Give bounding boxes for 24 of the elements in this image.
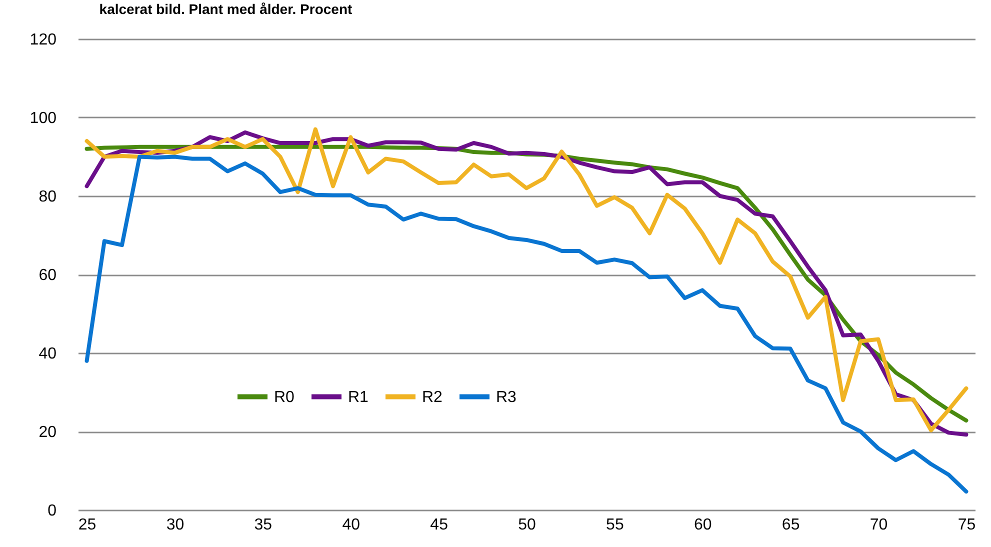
x-tick-label: 55 xyxy=(606,516,624,534)
y-tick-label: 120 xyxy=(30,32,57,48)
x-tick-label: 75 xyxy=(958,516,976,534)
y-tick-label: 40 xyxy=(38,346,57,362)
line-series xyxy=(84,154,968,494)
y-tick-label: 100 xyxy=(30,110,57,127)
x-tick-label: 60 xyxy=(694,516,712,534)
legend-label: R1 xyxy=(348,388,369,406)
legend-label: R0 xyxy=(274,388,295,406)
x-tick-label: 65 xyxy=(782,516,800,534)
x-tick-label: 35 xyxy=(254,516,272,534)
x-tick-label: 70 xyxy=(870,516,888,534)
y-tick-label: 20 xyxy=(38,424,57,441)
chart-title: kalcerat bild. Plant med ålder. Procent xyxy=(99,1,353,17)
y-tick-label: 60 xyxy=(38,267,57,284)
x-tick-label: 25 xyxy=(78,516,96,534)
x-tick-label: 50 xyxy=(518,516,536,534)
y-tick-label: 0 xyxy=(48,502,57,520)
legend-label: R3 xyxy=(496,388,517,406)
x-tick-label: 30 xyxy=(166,516,184,534)
x-tick-label: 45 xyxy=(430,516,448,534)
y-tick-label: 80 xyxy=(38,188,57,206)
x-tick-label: 40 xyxy=(342,516,360,534)
legend-label: R2 xyxy=(422,388,443,406)
